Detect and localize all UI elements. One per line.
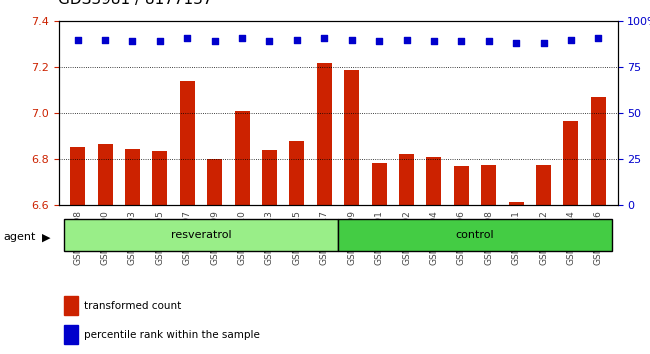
Point — [209, 39, 220, 44]
Point — [127, 39, 138, 44]
Text: resveratrol: resveratrol — [171, 230, 231, 240]
Point — [401, 37, 411, 42]
Bar — [344, 69, 359, 205]
Bar — [98, 144, 112, 205]
Point — [484, 39, 494, 44]
Text: agent: agent — [3, 232, 36, 242]
FancyBboxPatch shape — [338, 219, 612, 251]
Bar — [64, 296, 78, 315]
Bar — [481, 165, 496, 205]
Bar — [564, 121, 578, 205]
Point — [319, 35, 330, 41]
Bar — [426, 157, 441, 205]
Bar — [152, 151, 168, 205]
Bar — [536, 165, 551, 205]
Point — [538, 40, 549, 46]
Text: percentile rank within the sample: percentile rank within the sample — [84, 330, 259, 339]
FancyBboxPatch shape — [64, 219, 338, 251]
Bar — [180, 81, 195, 205]
Bar — [70, 147, 85, 205]
Point — [155, 39, 165, 44]
Bar — [235, 111, 250, 205]
Bar — [207, 159, 222, 205]
Point — [374, 39, 384, 44]
Point — [566, 37, 576, 42]
Point — [265, 39, 275, 44]
Text: control: control — [456, 230, 494, 240]
Bar — [454, 166, 469, 205]
Point — [73, 37, 83, 42]
Bar — [125, 149, 140, 205]
Point — [237, 35, 247, 41]
Bar — [317, 63, 332, 205]
Point — [511, 40, 521, 46]
Point — [346, 37, 357, 42]
Text: transformed count: transformed count — [84, 301, 181, 311]
Point — [182, 35, 192, 41]
Bar — [508, 202, 524, 205]
Text: ▶: ▶ — [42, 232, 51, 242]
Point — [456, 39, 467, 44]
Point — [429, 39, 439, 44]
Text: GDS3981 / 8177137: GDS3981 / 8177137 — [58, 0, 213, 7]
Bar — [64, 325, 78, 344]
Bar — [262, 150, 277, 205]
Point — [593, 35, 603, 41]
Point — [292, 37, 302, 42]
Point — [100, 37, 110, 42]
Bar — [399, 154, 414, 205]
Bar — [289, 141, 304, 205]
Bar — [372, 163, 387, 205]
Bar — [591, 97, 606, 205]
